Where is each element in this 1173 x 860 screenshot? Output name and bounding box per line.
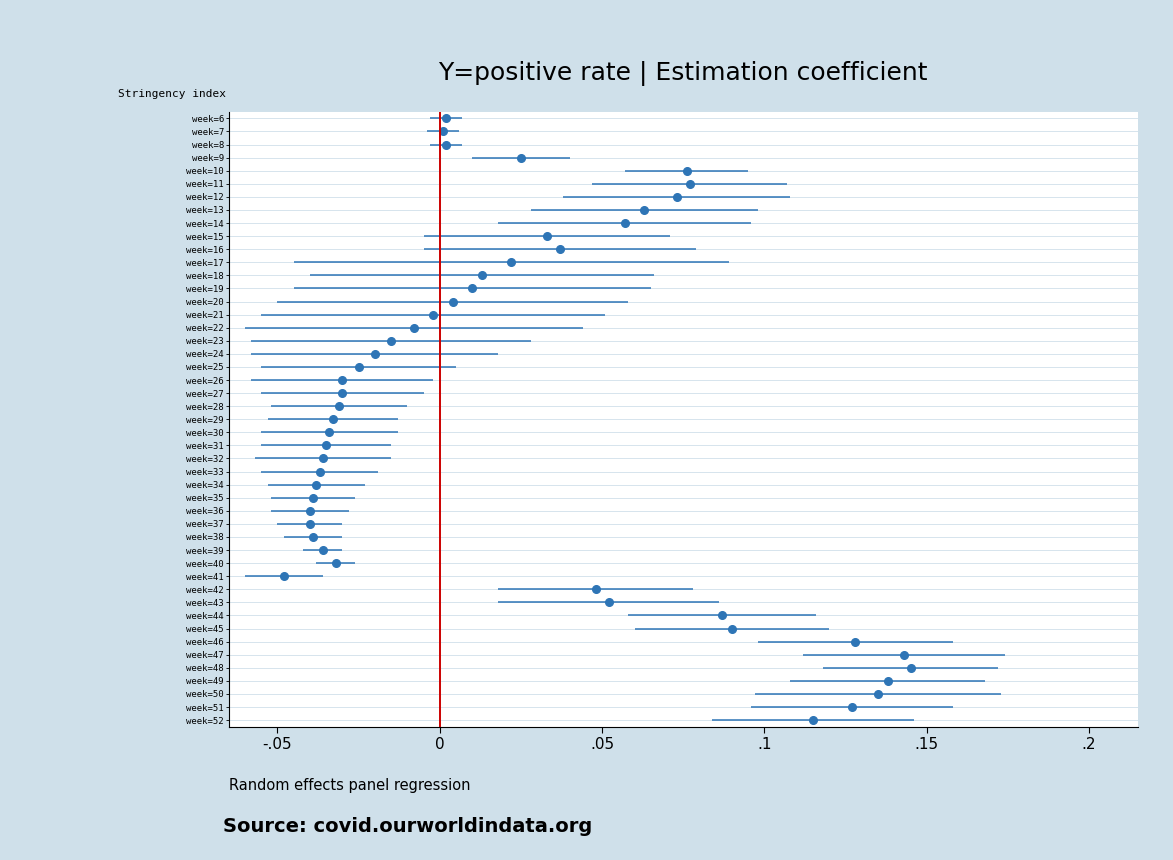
Text: Y=positive rate | Estimation coefficient: Y=positive rate | Estimation coefficient	[439, 61, 928, 86]
Text: Random effects panel regression: Random effects panel regression	[229, 778, 470, 793]
Text: Source: covid.ourworldindata.org: Source: covid.ourworldindata.org	[223, 817, 592, 836]
Text: Stringency index: Stringency index	[118, 89, 226, 99]
